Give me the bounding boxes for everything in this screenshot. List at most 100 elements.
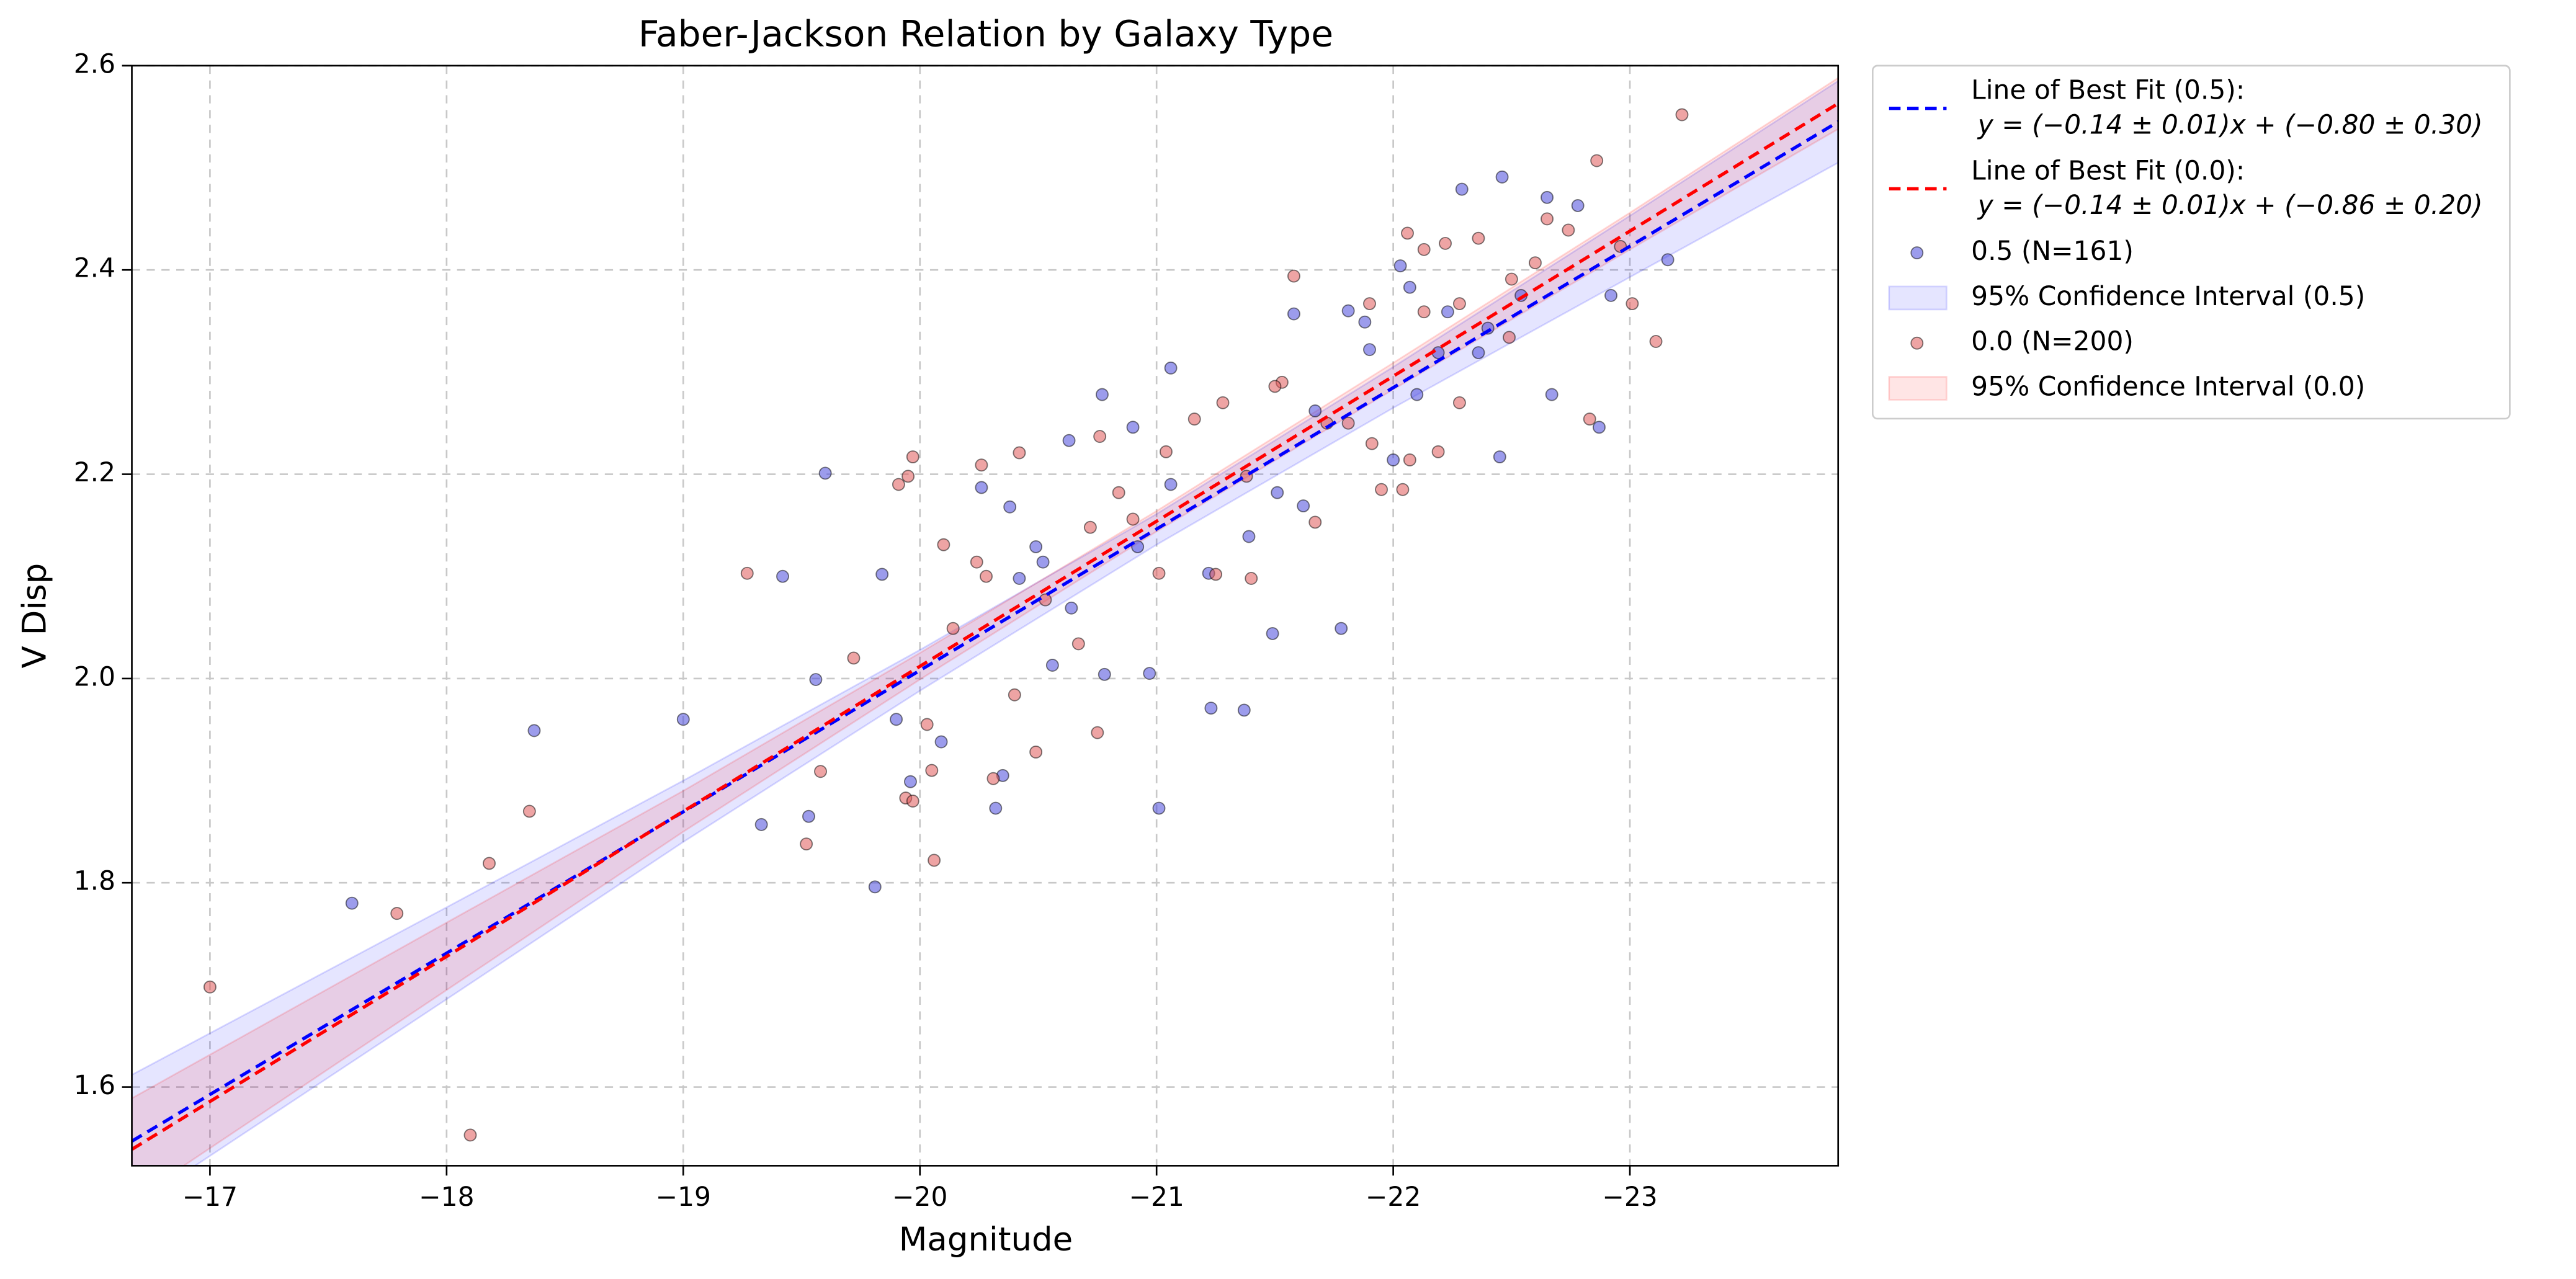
- data-point: [847, 651, 861, 665]
- data-point: [980, 569, 993, 583]
- data-point: [1375, 483, 1389, 496]
- legend-box: [1872, 65, 2511, 420]
- data-point: [818, 466, 832, 480]
- data-point: [1093, 430, 1107, 443]
- data-point: [875, 568, 889, 581]
- data-point: [901, 470, 915, 483]
- data-point: [1003, 500, 1017, 514]
- data-point: [1363, 297, 1376, 311]
- data-point: [868, 880, 882, 894]
- data-point: [1308, 404, 1322, 417]
- data-point: [1626, 297, 1639, 311]
- data-point: [390, 907, 404, 920]
- data-point: [676, 713, 690, 726]
- data-point: [1505, 272, 1518, 286]
- legend-label: 0.5 (N=161): [1971, 236, 2134, 266]
- data-point: [1675, 108, 1689, 122]
- data-point: [203, 980, 217, 994]
- data-point: [740, 566, 754, 580]
- data-point: [1403, 453, 1416, 466]
- data-point: [1216, 396, 1230, 409]
- data-point: [1008, 688, 1021, 702]
- legend-label: Line of Best Fit (0.0):: [1971, 155, 2245, 185]
- y-tick-label: 1.8: [74, 866, 115, 896]
- legend-swatch: [1888, 285, 1948, 311]
- data-point: [1545, 388, 1559, 401]
- data-point: [1204, 702, 1218, 715]
- data-point: [1541, 190, 1554, 204]
- data-point: [970, 555, 983, 569]
- data-point: [920, 718, 934, 731]
- data-point: [1396, 483, 1410, 496]
- x-tick-label: −21: [1129, 1182, 1184, 1212]
- data-point: [937, 538, 950, 551]
- data-point: [1152, 801, 1166, 815]
- data-point: [1661, 253, 1675, 267]
- x-tick-label: −20: [892, 1182, 947, 1212]
- x-tick-label: −19: [656, 1182, 711, 1212]
- data-point: [1242, 530, 1256, 543]
- y-tick-label: 2.6: [74, 48, 115, 79]
- data-point: [1287, 269, 1300, 283]
- data-point: [1604, 288, 1618, 302]
- data-point: [1062, 434, 1076, 447]
- data-point: [1365, 437, 1379, 450]
- data-point: [1401, 226, 1414, 240]
- data-point: [1571, 199, 1585, 212]
- data-point: [1335, 622, 1348, 635]
- data-point: [906, 450, 919, 464]
- data-point: [809, 673, 823, 686]
- data-point: [1439, 236, 1452, 250]
- data-point: [800, 837, 813, 851]
- data-point: [1091, 726, 1104, 739]
- data-point: [1098, 667, 1111, 681]
- x-tick-label: −18: [419, 1182, 474, 1212]
- data-point: [463, 1128, 477, 1142]
- data-point: [1472, 231, 1485, 245]
- x-axis-label: Magnitude: [899, 1221, 1073, 1259]
- data-point: [1441, 305, 1454, 319]
- data-point: [1187, 412, 1201, 426]
- data-point: [1013, 572, 1026, 585]
- plot-frame: [131, 65, 1840, 1167]
- data-point: [1209, 568, 1222, 581]
- data-point: [1452, 297, 1466, 311]
- legend-label: 95% Confidence Interval (0.0): [1971, 372, 2365, 402]
- y-tick-label: 2.4: [74, 253, 115, 283]
- data-point: [1271, 486, 1284, 499]
- data-point: [1341, 304, 1355, 318]
- data-point: [1065, 601, 1078, 615]
- data-point: [1495, 170, 1509, 184]
- data-point: [1039, 593, 1052, 607]
- data-point: [1493, 450, 1506, 464]
- data-point: [986, 772, 1000, 785]
- data-point: [1541, 212, 1554, 226]
- data-point: [776, 569, 789, 583]
- plot-area: [132, 77, 1838, 1166]
- data-point: [1245, 572, 1258, 585]
- data-point: [1126, 421, 1140, 434]
- data-point: [1358, 315, 1372, 329]
- data-point: [934, 735, 948, 749]
- legend: Line of Best Fit (0.5): y = (−0.14 ± 0.01…: [1888, 75, 2483, 402]
- y-tick-label: 1.6: [74, 1070, 115, 1100]
- legend-label: 0.0 (N=200): [1971, 326, 2134, 357]
- axes: −17 −18 −19 −20 −21 −22 −23 1.6 1.8 2.0 2.2 2.4 2.6: [74, 48, 1658, 1211]
- chart-title: Faber-Jackson Relation by Galaxy Type: [638, 12, 1333, 55]
- y-tick-label: 2.2: [74, 457, 115, 488]
- data-point: [989, 801, 1003, 815]
- legend-marker: [1910, 246, 1924, 260]
- legend-equation: y = (−0.14 ± 0.01)x + (−0.86 ± 0.20): [1977, 190, 2483, 220]
- data-point: [1152, 566, 1166, 580]
- legend-marker: [1910, 336, 1924, 350]
- data-point: [1029, 745, 1043, 759]
- data-point: [946, 622, 960, 635]
- data-point: [1266, 626, 1279, 640]
- data-point: [1363, 343, 1376, 357]
- data-point: [1452, 396, 1466, 409]
- x-tick-label: −22: [1366, 1182, 1421, 1212]
- data-point: [754, 818, 768, 831]
- data-point: [1297, 499, 1310, 513]
